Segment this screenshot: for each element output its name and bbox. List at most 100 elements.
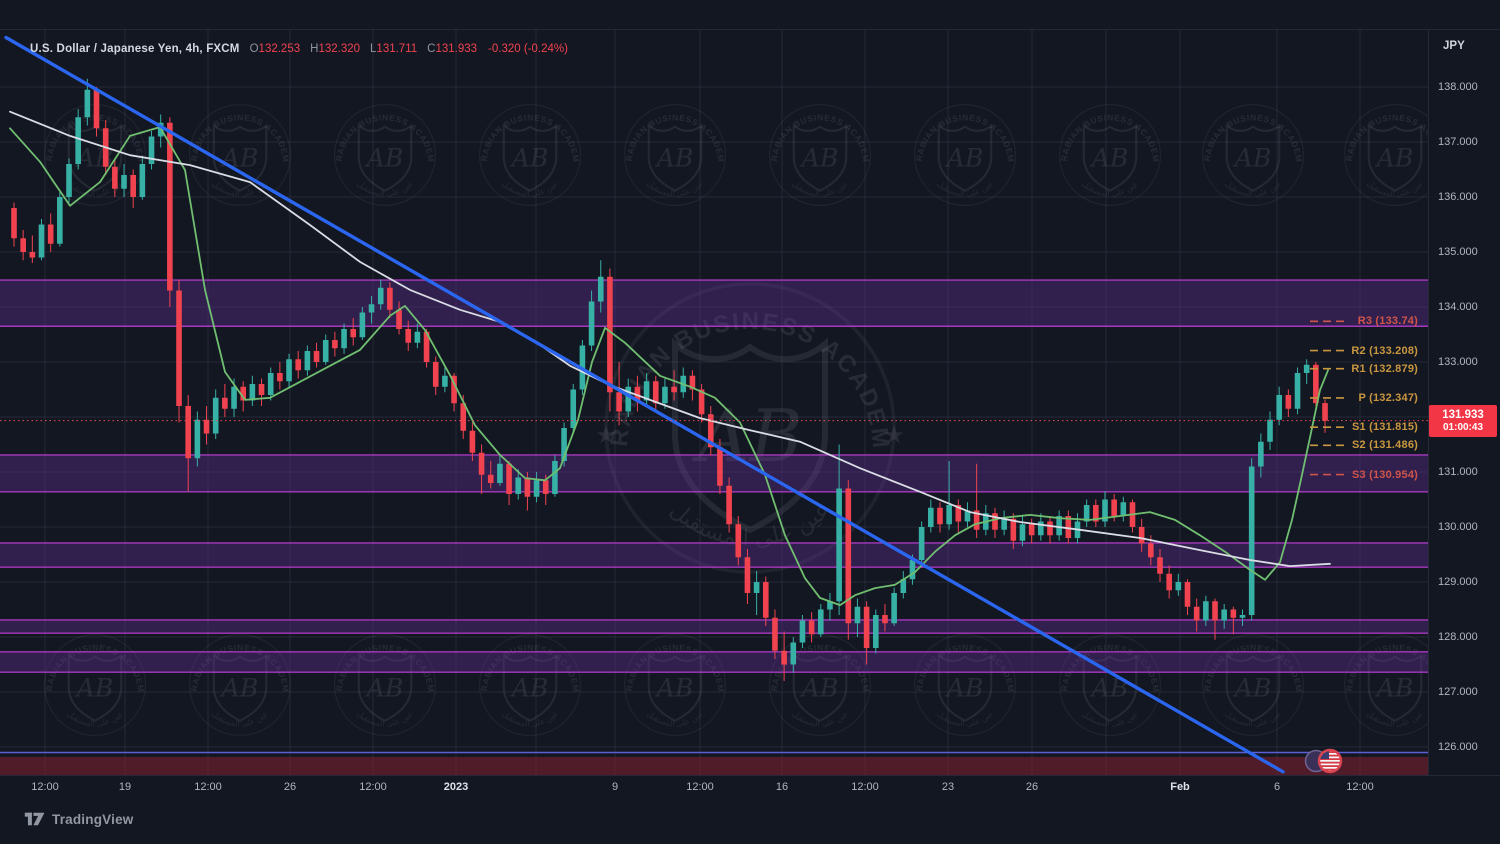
- candle-body: [231, 386, 237, 409]
- time-tick-label: 23: [941, 781, 955, 793]
- svg-text:AB: AB: [1233, 144, 1272, 173]
- pivot-label-r1: R1 (132.879): [1351, 362, 1418, 375]
- svg-text:عين على المستقبل: عين على المستقبل: [1080, 179, 1139, 198]
- watermark-logo: A R A B I A N B U S I N E S S A C A D E …: [334, 103, 436, 207]
- candle-body: [322, 340, 329, 362]
- candle-body: [772, 617, 778, 651]
- price-tick-label: 136.000: [1438, 191, 1478, 203]
- svg-text:عين على المستقبل: عين على المستقبل: [1080, 709, 1139, 728]
- candle-body: [937, 507, 943, 525]
- candle-body: [717, 447, 723, 486]
- watermark-logo: A R A B I A N B U S I N E S S A C A D E …: [334, 633, 436, 737]
- svg-text:عين على المستقبل: عين على المستقبل: [210, 179, 269, 198]
- close-value: C131.933: [427, 43, 478, 55]
- candle-body: [524, 477, 531, 497]
- candle-body: [1230, 609, 1237, 618]
- candle-body: [992, 513, 998, 530]
- candle-body: [295, 359, 302, 371]
- price-tick-label: 130.000: [1438, 521, 1478, 533]
- price-tick-label: 126.000: [1438, 741, 1478, 753]
- symbol-legend: U.S. Dollar / Japanese Yen, 4h, FXCM O13…: [30, 41, 568, 57]
- candle-body: [836, 488, 842, 602]
- candle-body: [1093, 505, 1099, 522]
- svg-text:AB: AB: [945, 674, 984, 703]
- price-axis[interactable]: [1428, 30, 1500, 775]
- svg-text:AB: AB: [510, 144, 549, 173]
- candle-body: [1248, 466, 1255, 615]
- watermark-logo: A R A B I A N B U S I N E S S A C A D E …: [914, 633, 1016, 737]
- candle-body: [377, 287, 384, 305]
- candle-body: [863, 606, 870, 648]
- candle-body: [643, 381, 650, 401]
- candle-body: [808, 620, 815, 635]
- candle-body: [570, 389, 577, 428]
- candle-body: [1019, 524, 1026, 541]
- ma-white-line: [9, 110, 1331, 567]
- candle-body: [964, 510, 971, 522]
- candle-body: [368, 304, 375, 313]
- candle-body: [707, 414, 714, 448]
- high-value: H132.320: [310, 43, 361, 55]
- svg-text:عين على المستقبل: عين على المستقبل: [1365, 179, 1424, 198]
- open-value: O132.253: [249, 43, 301, 55]
- time-tick-label: Feb: [1170, 781, 1190, 793]
- tradingview-logo-link[interactable]: TradingView: [24, 810, 133, 828]
- svg-text:عين على المستقبل: عين على المستقبل: [1365, 709, 1424, 728]
- candle-body: [460, 403, 467, 431]
- candle-body: [359, 312, 366, 338]
- candle-body: [130, 175, 136, 197]
- candle-body: [1065, 516, 1072, 538]
- candle-body: [744, 557, 751, 593]
- svg-text:عين على المستقبل: عين على المستقبل: [500, 179, 559, 198]
- time-tick-label: 12:00: [1346, 781, 1374, 793]
- change-value: -0.320 (-0.24%): [488, 43, 568, 55]
- candle-body: [194, 419, 201, 459]
- candle-body: [726, 485, 732, 525]
- candle-body: [405, 329, 412, 343]
- svg-text:عين على المستقبل: عين على المستقبل: [500, 709, 559, 728]
- supply-demand-zone: [0, 619, 1428, 634]
- watermark-logo: A R A B I A N B U S I N E S S A C A D E …: [1059, 633, 1161, 737]
- supply-demand-zone: [0, 542, 1428, 568]
- candle-body: [1221, 609, 1227, 621]
- price-tick-label: 127.000: [1438, 686, 1478, 698]
- candle-body: [799, 620, 806, 643]
- time-tick-label: 16: [775, 781, 789, 793]
- supply-demand-zone: [0, 651, 1428, 673]
- candle-body: [1038, 521, 1044, 536]
- candle-body: [350, 329, 357, 338]
- time-tick-label: 9: [611, 781, 619, 793]
- candle-body: [790, 642, 797, 665]
- candle-body: [946, 505, 952, 525]
- time-tick-label: 12:00: [686, 781, 714, 793]
- svg-text:AB: AB: [510, 674, 549, 703]
- candle-body: [1212, 601, 1218, 621]
- candle-body: [332, 340, 338, 349]
- candle-body: [1056, 516, 1062, 536]
- candle-body: [112, 166, 118, 189]
- price-tick-label: 138.000: [1438, 81, 1478, 93]
- symbol-title[interactable]: U.S. Dollar / Japanese Yen, 4h, FXCM: [30, 43, 240, 55]
- candle-body: [561, 428, 567, 461]
- candle-body: [47, 224, 54, 244]
- candle-body: [872, 615, 879, 648]
- svg-text:AB: AB: [1233, 674, 1272, 703]
- candle-body: [176, 290, 182, 406]
- candle-body: [1111, 499, 1117, 516]
- candle-body: [1239, 615, 1246, 618]
- watermark-logo: A R A B I A N B U S I N E S S A C A D E …: [624, 103, 726, 207]
- svg-text:★: ★: [595, 422, 617, 449]
- candle-body: [121, 175, 127, 189]
- time-axis[interactable]: [0, 775, 1500, 802]
- candle-body: [671, 386, 677, 393]
- candle-body: [304, 351, 311, 371]
- candle-body: [258, 384, 265, 395]
- time-tick-label: 12:00: [359, 781, 387, 793]
- candle-body: [1157, 557, 1163, 574]
- candle-body: [497, 463, 503, 483]
- economic-event-marker[interactable]: [1300, 745, 1348, 777]
- watermark-logo: A R A B I A N B U S I N E S S A C A D E …: [769, 103, 871, 207]
- candle-body: [11, 208, 17, 239]
